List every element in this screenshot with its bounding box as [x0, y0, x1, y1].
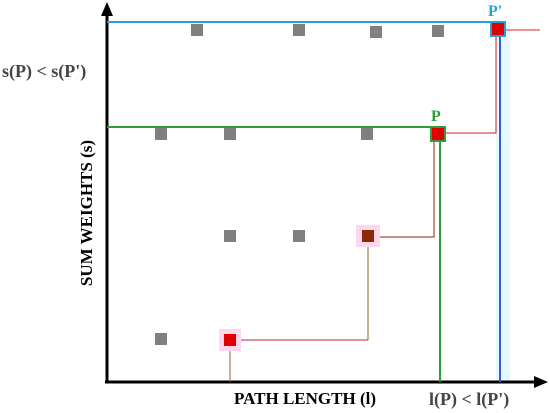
y-axis-title: SUM WEIGHTS (s) — [77, 140, 96, 286]
x-axis-arrow — [534, 376, 548, 388]
path-segment-3 — [438, 36, 497, 134]
p-prime-label: P' — [488, 3, 502, 20]
y-compare-label: s(P) < s(P') — [2, 61, 86, 82]
gray-node — [224, 230, 236, 242]
gray-node — [293, 230, 305, 242]
path-segment-1 — [229, 237, 369, 382]
p-label: P — [431, 108, 441, 125]
p-node — [430, 126, 446, 142]
gray-node — [155, 333, 167, 345]
gray-node — [191, 24, 203, 36]
gray-node — [370, 26, 382, 38]
path-node-2 — [362, 230, 374, 242]
p-prime-node — [490, 21, 506, 37]
path-segment-2 — [368, 140, 435, 238]
path-node-1 — [224, 334, 236, 346]
p-prime-vertical-glow — [496, 22, 510, 384]
gray-node — [224, 128, 236, 140]
x-compare-label: l(P) < l(P') — [429, 389, 509, 410]
gray-node — [432, 25, 444, 37]
gray-node — [293, 24, 305, 36]
gray-node — [155, 128, 167, 140]
y-axis-arrow — [101, 2, 113, 16]
gray-node — [361, 128, 373, 140]
x-axis-title: PATH LENGTH (l) — [234, 389, 376, 408]
